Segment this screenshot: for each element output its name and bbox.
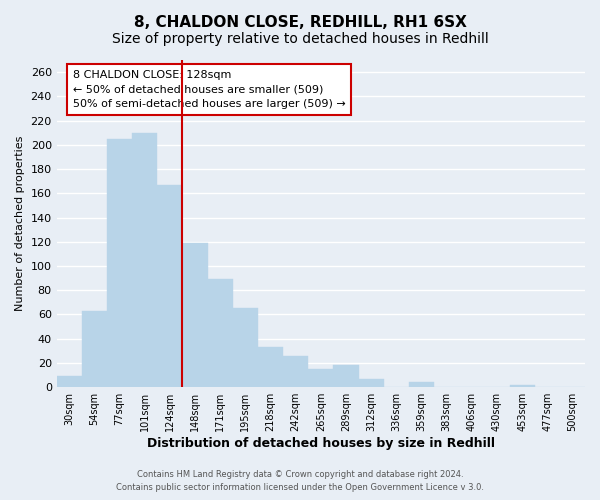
Y-axis label: Number of detached properties: Number of detached properties [15,136,25,312]
Text: Contains HM Land Registry data © Crown copyright and database right 2024.
Contai: Contains HM Land Registry data © Crown c… [116,470,484,492]
Bar [208,280,233,387]
Bar [308,369,334,387]
Bar [233,308,258,387]
Bar [258,347,283,387]
Bar [107,139,132,387]
Bar [182,243,208,387]
Bar [56,376,82,387]
Bar [409,382,434,387]
Text: 8, CHALDON CLOSE, REDHILL, RH1 6SX: 8, CHALDON CLOSE, REDHILL, RH1 6SX [134,15,466,30]
Text: Size of property relative to detached houses in Redhill: Size of property relative to detached ho… [112,32,488,46]
Bar [82,311,107,387]
X-axis label: Distribution of detached houses by size in Redhill: Distribution of detached houses by size … [147,437,495,450]
Bar [334,366,359,387]
Bar [359,378,384,387]
Bar [132,132,157,387]
Bar [509,385,535,387]
Bar [157,185,182,387]
Text: 8 CHALDON CLOSE: 128sqm
← 50% of detached houses are smaller (509)
50% of semi-d: 8 CHALDON CLOSE: 128sqm ← 50% of detache… [73,70,345,110]
Bar [283,356,308,387]
